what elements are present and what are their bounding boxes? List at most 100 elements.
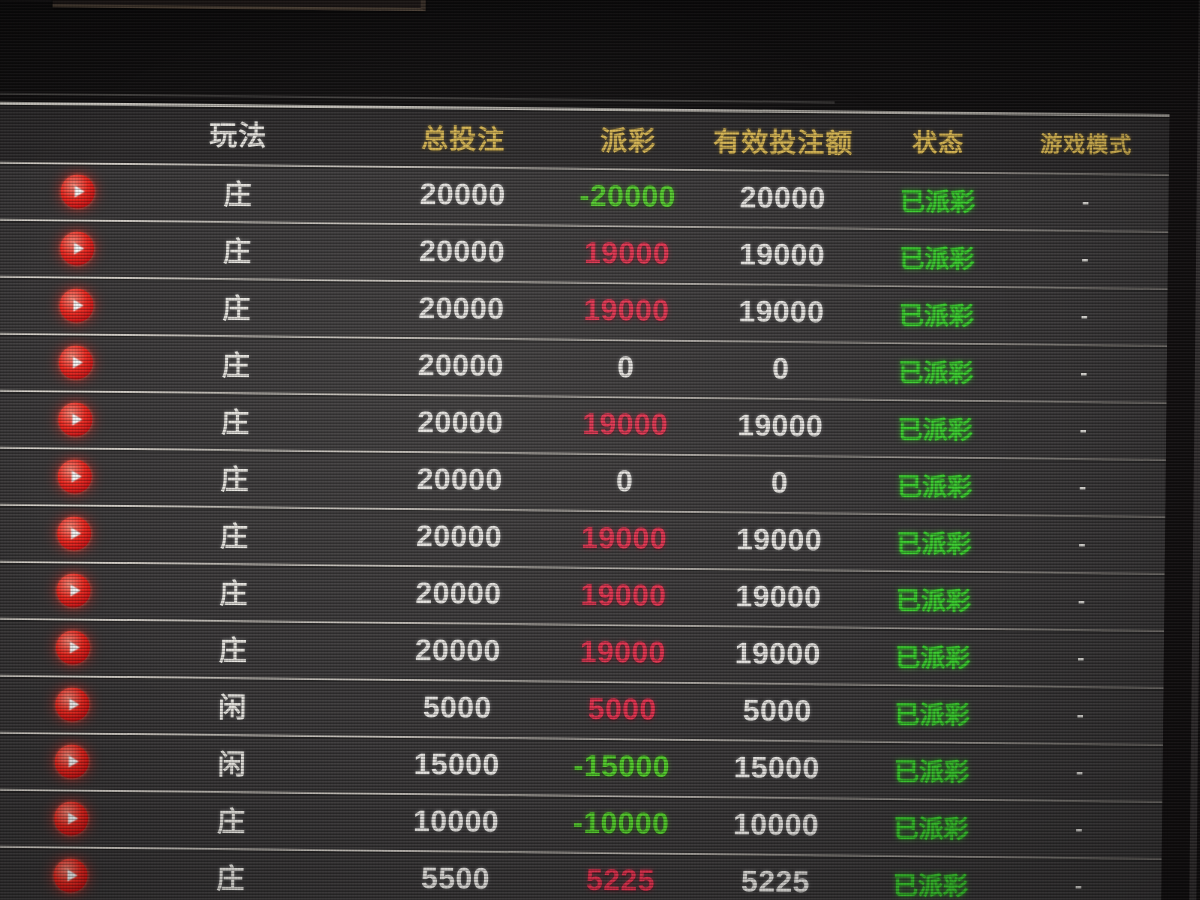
status-badge: 已派彩: [896, 472, 973, 502]
play-icon[interactable]: [58, 401, 93, 437]
status-badge: 已派彩: [895, 643, 971, 673]
play-icon[interactable]: [59, 230, 95, 266]
status-badge: 已派彩: [897, 415, 973, 445]
game-mode: -: [1075, 815, 1083, 841]
game-mode: -: [1079, 416, 1088, 442]
play-triangle-icon: [69, 640, 80, 654]
valid-bet: 10000: [732, 807, 820, 842]
total-bet: 20000: [414, 633, 502, 668]
valid-bet: 19000: [735, 522, 823, 557]
total-bet: 20000: [419, 177, 506, 212]
header-total-bet: 总投注: [421, 123, 506, 155]
play-icon[interactable]: [59, 287, 94, 323]
game-mode: -: [1078, 530, 1086, 556]
play-triangle-icon: [74, 184, 85, 198]
bet-type: 庄: [222, 292, 251, 324]
total-bet: 20000: [415, 519, 503, 554]
status-badge: 已派彩: [898, 301, 975, 331]
play-icon[interactable]: [53, 857, 88, 893]
payout-value: 19000: [582, 407, 669, 442]
play-triangle-icon: [71, 412, 82, 426]
game-mode: -: [1075, 758, 1084, 784]
play-icon[interactable]: [56, 515, 92, 551]
play-triangle-icon: [69, 583, 81, 597]
bet-type: 庄: [221, 349, 251, 381]
status-badge: 已派彩: [899, 187, 976, 217]
play-triangle-icon: [68, 754, 79, 768]
play-icon[interactable]: [57, 458, 92, 494]
play-icon[interactable]: [53, 800, 89, 836]
game-mode: -: [1080, 302, 1089, 328]
total-bet: 20000: [416, 462, 503, 497]
bet-type: 庄: [216, 805, 246, 837]
total-bet: 20000: [415, 576, 502, 611]
payout-value: -20000: [579, 179, 677, 214]
payout-value: 5000: [587, 692, 657, 727]
status-badge: 已派彩: [893, 814, 969, 844]
play-triangle-icon: [68, 697, 79, 711]
status-badge: 已派彩: [895, 586, 972, 616]
status-badge: 已派彩: [893, 757, 970, 787]
window-corner-fragment: [52, 0, 426, 12]
valid-bet: 19000: [734, 636, 822, 671]
status-badge: 已派彩: [898, 358, 974, 388]
bet-type: 庄: [222, 235, 252, 267]
play-triangle-icon: [66, 868, 78, 882]
payout-value: 5225: [585, 863, 656, 898]
payout-value: 19000: [583, 236, 671, 271]
play-triangle-icon: [72, 298, 84, 312]
total-bet: 20000: [418, 291, 505, 326]
bezel-edge-highlight: [1188, 0, 1200, 900]
play-triangle-icon: [70, 526, 81, 540]
play-triangle-icon: [71, 469, 82, 483]
total-bet: 10000: [412, 804, 500, 839]
play-icon[interactable]: [60, 173, 95, 209]
header-valid-bet: 有效投注额: [713, 126, 854, 159]
game-mode: -: [1074, 872, 1083, 898]
bet-type: 庄: [216, 862, 245, 894]
play-triangle-icon: [73, 241, 84, 255]
bet-type: 闲: [217, 748, 246, 780]
play-icon[interactable]: [54, 743, 89, 779]
status-badge: 已派彩: [894, 700, 970, 730]
total-bet: 20000: [418, 234, 506, 269]
game-mode: -: [1081, 188, 1090, 214]
payout-value: -10000: [572, 806, 670, 841]
header-game-mode: 游戏模式: [1040, 131, 1133, 158]
payout-value: -15000: [573, 749, 671, 784]
payout-value: 0: [617, 350, 635, 384]
total-bet: 15000: [413, 747, 500, 782]
bet-type: 庄: [223, 178, 252, 210]
valid-bet: 20000: [739, 180, 826, 215]
game-mode: -: [1076, 701, 1085, 727]
payout-value: 19000: [583, 293, 670, 328]
total-bet: 20000: [417, 348, 505, 383]
play-icon[interactable]: [56, 572, 91, 608]
game-mode: -: [1077, 644, 1085, 670]
valid-bet: 15000: [733, 750, 820, 785]
total-bet: 5000: [422, 690, 492, 725]
header-play-type: 玩法: [209, 119, 268, 152]
play-triangle-icon: [67, 811, 78, 825]
payout-value: 19000: [580, 521, 668, 556]
bet-type: 庄: [221, 406, 250, 438]
play-icon[interactable]: [58, 344, 94, 380]
bet-type: 庄: [219, 520, 249, 552]
bet-type: 庄: [220, 463, 249, 495]
total-bet: 20000: [417, 405, 504, 440]
valid-bet: 19000: [738, 237, 826, 272]
valid-bet: 5000: [742, 694, 812, 728]
game-mode: -: [1080, 359, 1088, 385]
total-bet: 5500: [420, 861, 491, 896]
header-payout: 派彩: [600, 125, 657, 157]
play-icon[interactable]: [55, 686, 90, 722]
bet-type: 闲: [218, 691, 247, 723]
payout-value: 19000: [579, 635, 667, 670]
game-mode: -: [1078, 473, 1087, 499]
bet-history-table: 玩法 总投注 派彩 有效投注额 状态 游戏模式 庄 20000 -20000 2…: [0, 101, 1170, 900]
valid-bet: 19000: [735, 579, 822, 614]
play-icon[interactable]: [55, 629, 91, 665]
status-badge: 已派彩: [892, 871, 969, 900]
